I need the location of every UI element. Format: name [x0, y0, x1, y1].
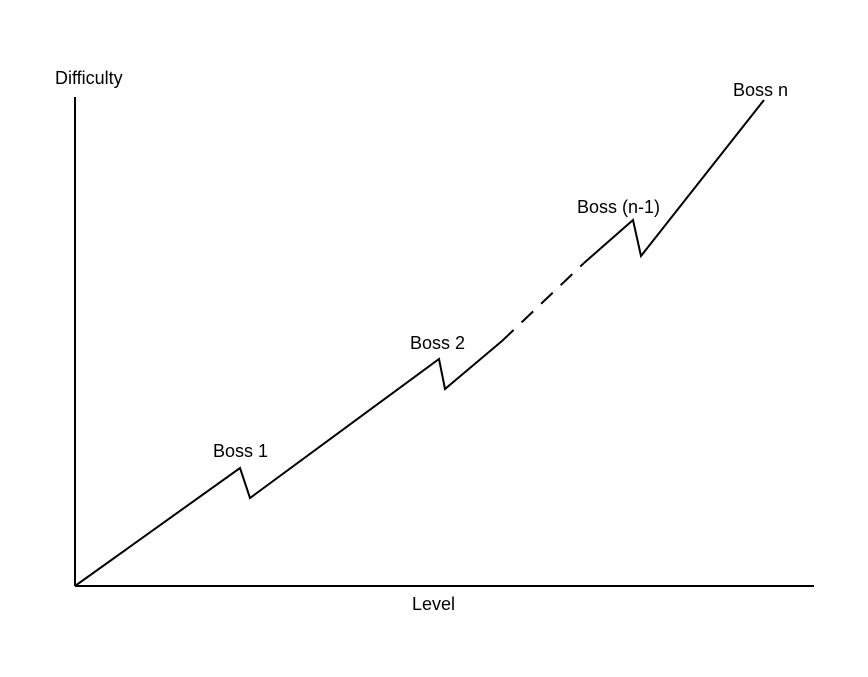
difficulty-curve-late [583, 99, 765, 264]
y-axis-label: Difficulty [55, 68, 123, 88]
boss-2-label: Boss 2 [410, 333, 465, 353]
x-axis-label: Level [412, 594, 455, 614]
difficulty-curve-early [74, 340, 503, 587]
boss-n-minus-1-label: Boss (n-1) [577, 197, 660, 217]
boss-n-label: Boss n [733, 80, 788, 100]
boss-1-label: Boss 1 [213, 441, 268, 461]
difficulty-curve-gap [501, 262, 585, 342]
